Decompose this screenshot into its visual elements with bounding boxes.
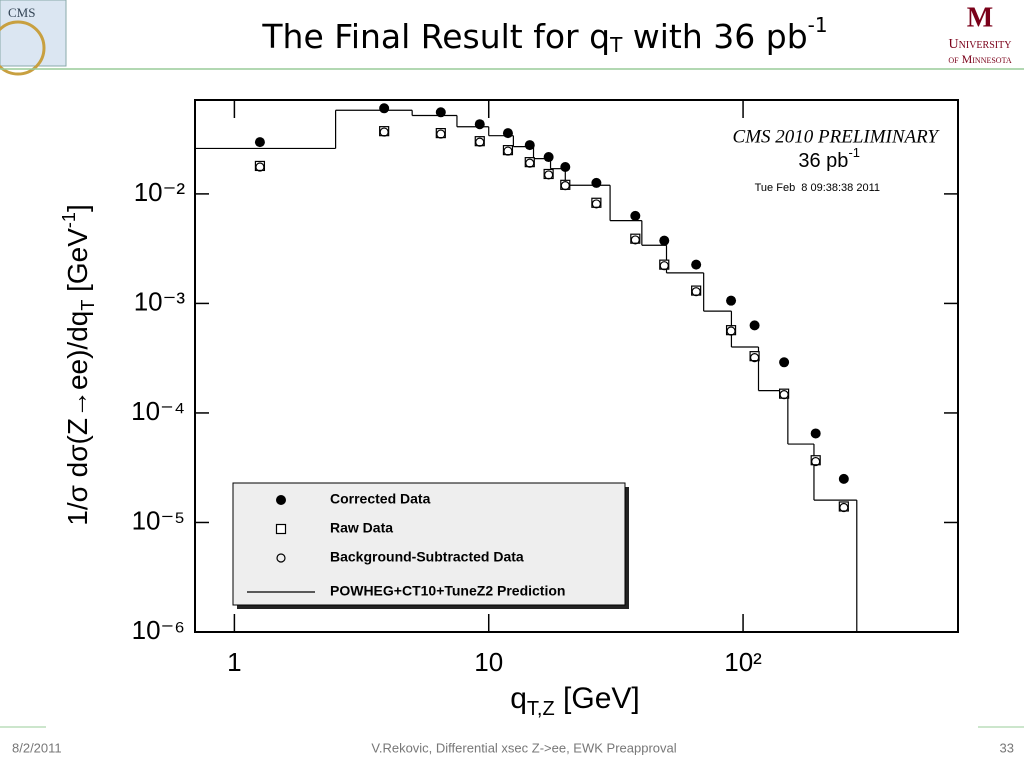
y-label-sup: -1 [59, 212, 79, 228]
marker [543, 152, 554, 163]
marker [659, 235, 670, 246]
umn-line2: of Minnesota [948, 52, 1011, 66]
marker [503, 146, 513, 156]
marker [276, 553, 286, 563]
marker [630, 233, 641, 244]
y-tick-label: 10⁻³ [134, 286, 186, 316]
marker [275, 523, 287, 535]
marker [276, 495, 286, 505]
legend-box [232, 482, 626, 606]
footer-page: 33 [1000, 740, 1014, 755]
timestamp: Tue Feb 8 09:38:38 2011 [755, 182, 880, 194]
y-label-sub: T [78, 300, 98, 311]
marker [691, 259, 702, 270]
marker [726, 326, 736, 336]
marker [726, 295, 737, 306]
title-sup: -1 [808, 13, 828, 37]
marker [630, 210, 641, 221]
footer-date: 8/2/2011 [12, 740, 62, 755]
legend-label: Raw Data [330, 520, 393, 536]
marker [435, 107, 446, 118]
marker [749, 351, 760, 362]
x-tick-label: 1 [227, 647, 241, 677]
marker [630, 235, 640, 245]
legend-label: POWHEG+CT10+TuneZ2 Prediction [330, 583, 565, 599]
marker [691, 285, 702, 296]
cms-logo-ring [0, 20, 46, 76]
y-label-rest: [GeV [62, 228, 93, 300]
marker [502, 128, 513, 139]
marker [810, 428, 821, 439]
marker [254, 137, 265, 148]
marker [379, 103, 390, 114]
y-tick-label: 10⁻⁵ [132, 505, 185, 535]
x-label-sub: T,Z [527, 698, 555, 720]
title-rest: with 36 pb [622, 17, 807, 56]
x-label-rest: [GeV] [555, 682, 640, 715]
x-label-main: q [510, 682, 527, 715]
marker [560, 181, 570, 191]
marker [475, 137, 485, 147]
marker [255, 162, 265, 172]
marker [839, 502, 849, 513]
marker [659, 261, 669, 271]
lumi-sup: -1 [848, 145, 860, 160]
marker [749, 320, 760, 331]
y-axis-label: 1/σ dσ(Z→ee)/dqT [GeV-1] [59, 204, 98, 525]
footer-text: V.Rekovic, Differential xsec Z->ee, EWK … [371, 740, 676, 755]
y-tick-label: 10⁻⁴ [131, 396, 185, 426]
y-tick-label: 10⁻² [134, 177, 186, 207]
marker [811, 456, 821, 467]
marker [838, 473, 849, 484]
x-tick-label: 10 [474, 647, 503, 677]
marker [591, 197, 602, 208]
marker [436, 129, 446, 139]
marker [779, 357, 790, 368]
marker [544, 170, 554, 180]
marker [691, 287, 701, 297]
umn-line1: University [949, 37, 1012, 52]
title-main: The Final Result for q [261, 17, 610, 56]
y-tick-label: 10⁻⁶ [132, 615, 185, 645]
marker [749, 353, 760, 363]
experiment-label: CMS 2010 PRELIMINARY [733, 126, 941, 147]
cms-logo-text: CMS [8, 5, 35, 20]
x-axis-label: qT,Z [GeV] [510, 682, 640, 720]
title-sub: T [609, 33, 623, 57]
y-label-main: 1/σ dσ(Z→ee)/dq [62, 311, 93, 526]
marker [810, 455, 821, 466]
umn-mark: M [967, 2, 993, 33]
cms-logo [0, 0, 67, 67]
marker [474, 119, 485, 130]
marker [379, 127, 389, 137]
y-label-end: ] [62, 204, 93, 212]
legend-label: Corrected Data [330, 491, 431, 507]
marker [779, 390, 789, 400]
marker [591, 199, 601, 209]
marker [591, 177, 602, 188]
x-tick-label: 10² [724, 647, 762, 677]
marker [524, 140, 535, 151]
slide-title: The Final Result for qT with 36 pb-1 [261, 13, 827, 57]
lumi-label: 36 pb-1 [798, 145, 860, 172]
marker [525, 158, 535, 168]
lumi-main: 36 pb [798, 150, 848, 172]
marker [560, 162, 571, 173]
legend-label: Background-Subtracted Data [330, 549, 524, 565]
